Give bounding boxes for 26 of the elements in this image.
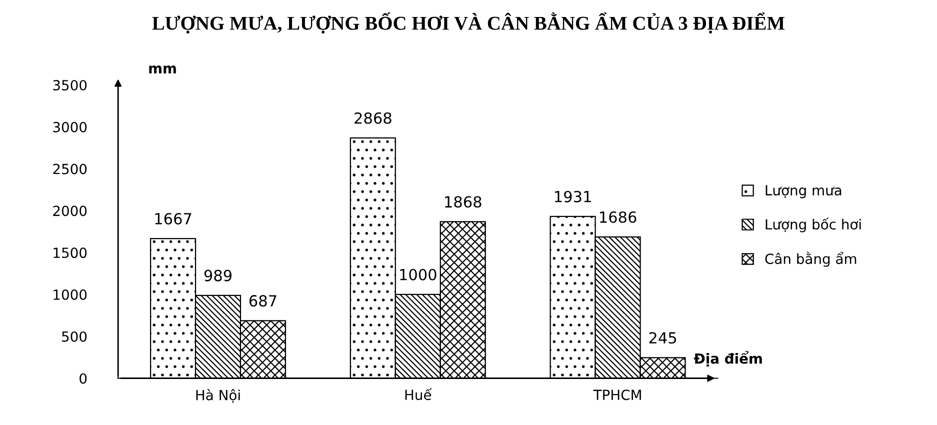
data-label: 1686 [600,211,636,223]
legend-label: Lượng bốc hơi [766,218,861,232]
x-tick-label: TPHCM [593,390,641,400]
chart-title: LƯỢNG MƯA, LƯỢNG BỐC HƠI VÀ CÂN BẰNG ẨM CỦA 3 ĐỊA ĐIỂM [152,12,785,34]
y-tick-label: 1000 [54,289,87,300]
data-label: 687 [249,295,276,307]
legend-label: Cân bằng ẩm [765,252,856,267]
y-axis-title: mm [149,66,176,74]
x-axis-title: Địa điểm [694,350,762,367]
y-tick-label: 1500 [54,248,87,258]
x-tick-label: Huế [405,388,432,400]
y-tick-label: 3000 [53,122,87,132]
y-tick-label: 3500 [53,80,87,90]
data-label: 1931 [555,190,591,202]
y-tick-label: 0 [80,373,87,384]
data-label: 989 [204,270,232,282]
y-tick-label: 500 [62,331,87,342]
x-tick-label: Hà Nội [196,389,240,403]
data-label: 1868 [445,196,482,208]
data-label: 2868 [354,112,392,124]
legend-label: Lượng mưa [766,185,842,198]
data-label: 245 [649,332,676,344]
data-label: 1000 [400,268,436,280]
y-tick-label: 2500 [53,164,87,174]
y-tick-label: 2000 [53,206,87,216]
data-label: 1667 [155,212,192,225]
